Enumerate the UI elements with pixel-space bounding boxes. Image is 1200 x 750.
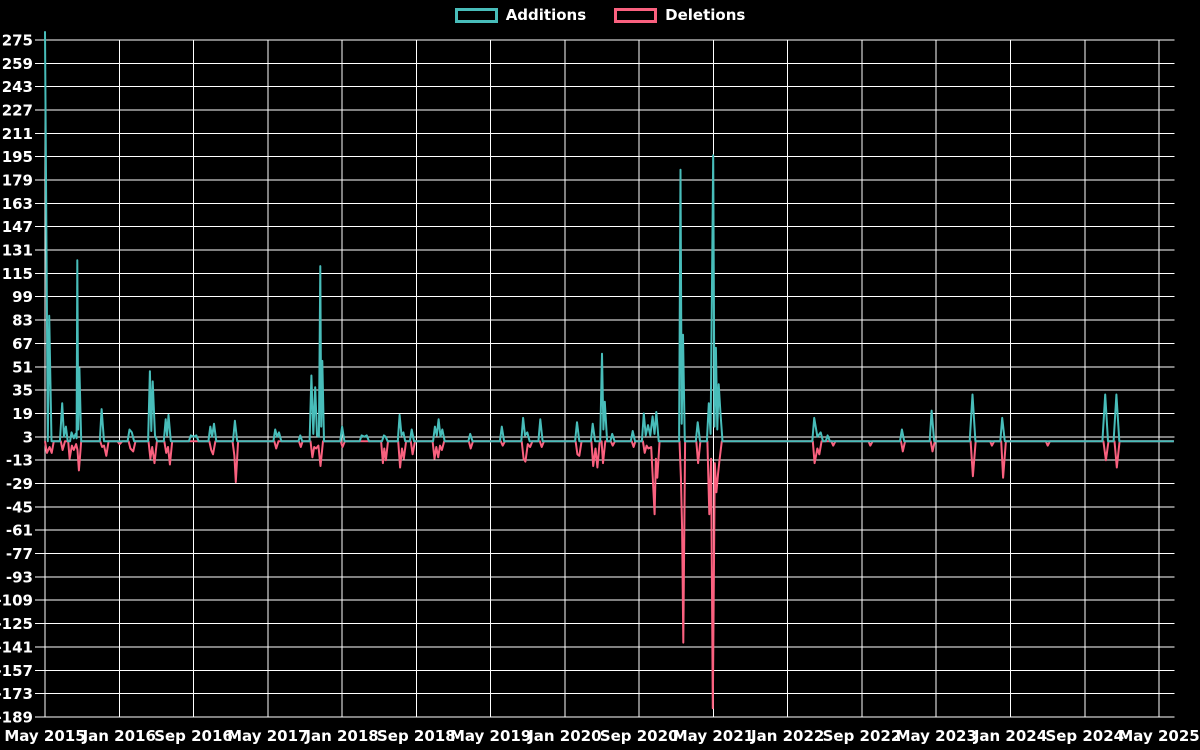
y-tick-label: -77 (6, 545, 33, 563)
x-tick-label: Jan 2022 (750, 727, 824, 745)
x-tick-label: May 2023 (896, 727, 977, 745)
x-tick-label: May 2025 (1118, 727, 1199, 745)
y-tick-label: 259 (2, 55, 33, 73)
y-tick-label: -29 (6, 475, 33, 493)
y-tick-label: 227 (2, 101, 33, 119)
deletions-line (44, 440, 1174, 710)
y-tick-label: 131 (2, 242, 33, 260)
y-tick-label: -125 (0, 615, 33, 633)
x-tick-label: May 2015 (4, 727, 85, 745)
y-tick-label: 195 (2, 148, 33, 166)
y-tick-label: 179 (2, 172, 33, 190)
x-tick-label: Sep 2022 (823, 727, 902, 745)
deletions-swatch-icon (614, 8, 658, 23)
y-tick-label: 99 (12, 288, 33, 306)
y-tick-label: -13 (6, 452, 33, 470)
y-axis-labels: 275 259 243 227 211 195 179 163 147 131 115 99 83 67 5… (0, 31, 33, 726)
y-tick-label: -93 (6, 568, 33, 586)
x-gridlines (44, 39, 1160, 717)
legend-label-deletions: Deletions (665, 6, 746, 24)
series-lines (44, 31, 1174, 710)
chart-legend: Additions Deletions (0, 8, 1200, 23)
legend-label-additions: Additions (505, 6, 587, 24)
y-tick-label: 3 (23, 428, 33, 446)
y-tick-label: 275 (2, 31, 33, 49)
legend-item-deletions[interactable]: Deletions (614, 8, 745, 23)
y-tick-label: -61 (6, 522, 33, 540)
x-tick-label: Jan 2024 (973, 727, 1047, 745)
x-tick-label: Sep 2020 (600, 727, 679, 745)
x-tick-label: Sep 2018 (377, 727, 456, 745)
y-tick-label: 211 (2, 125, 33, 143)
y-tick-label: -173 (0, 685, 33, 703)
y-tick-label: -141 (0, 638, 33, 656)
y-tick-label: -109 (0, 592, 33, 610)
y-tick-label: 35 (12, 382, 33, 400)
x-tick-label: Jan 2018 (304, 727, 378, 745)
legend-item-additions[interactable]: Additions (454, 6, 587, 24)
y-tick-label: 147 (2, 218, 33, 236)
y-tick-label: 243 (2, 78, 33, 96)
x-tick-label: May 2019 (450, 727, 531, 745)
x-tick-label: Jan 2020 (527, 727, 601, 745)
x-tick-label: May 2021 (673, 727, 754, 745)
y-tick-label: 83 (12, 312, 33, 330)
y-tick-label: -157 (0, 662, 33, 680)
x-tick-label: Sep 2024 (1045, 727, 1124, 745)
y-tick-label: 115 (2, 265, 33, 283)
y-gridlines (35, 39, 1175, 718)
y-tick-label: 51 (12, 358, 33, 376)
y-tick-label: 163 (2, 195, 33, 213)
y-tick-label: 67 (12, 335, 33, 353)
x-tick-label: May 2017 (227, 727, 308, 745)
y-tick-label: -189 (0, 708, 33, 726)
additions-line (44, 31, 1174, 443)
x-tick-label: Sep 2016 (154, 727, 233, 745)
x-tick-label: Jan 2016 (82, 727, 156, 745)
y-tick-label: -45 (6, 498, 33, 516)
y-tick-label: 19 (12, 405, 33, 423)
additions-swatch-icon (454, 8, 498, 23)
